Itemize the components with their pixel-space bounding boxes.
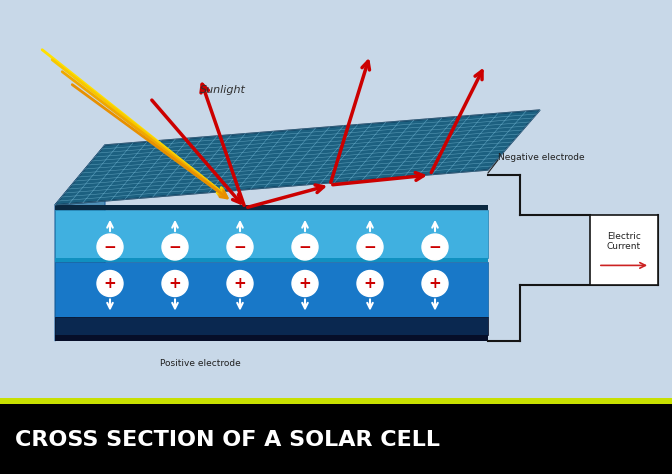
Bar: [55, 258, 488, 262]
Text: Negative electrode: Negative electrode: [498, 154, 585, 163]
Text: +: +: [429, 276, 442, 291]
Text: −: −: [298, 239, 311, 255]
Circle shape: [162, 271, 188, 297]
Bar: [55, 210, 488, 258]
Bar: [0, 404, 672, 474]
Bar: [55, 317, 488, 335]
Text: Sunlight: Sunlight: [200, 85, 246, 95]
Circle shape: [357, 234, 383, 260]
Text: −: −: [103, 239, 116, 255]
Circle shape: [227, 234, 253, 260]
Text: +: +: [169, 276, 181, 291]
Circle shape: [422, 271, 448, 297]
Text: −: −: [364, 239, 376, 255]
Text: CROSS SECTION OF A SOLAR CELL: CROSS SECTION OF A SOLAR CELL: [15, 430, 440, 450]
Polygon shape: [55, 110, 540, 205]
Text: −: −: [429, 239, 442, 255]
Text: +: +: [103, 276, 116, 291]
Bar: [55, 205, 488, 210]
Circle shape: [162, 234, 188, 260]
Text: +: +: [298, 276, 311, 291]
Circle shape: [292, 271, 318, 297]
Text: Electric
Current: Electric Current: [607, 232, 641, 251]
Text: −: −: [169, 239, 181, 255]
Circle shape: [422, 234, 448, 260]
Circle shape: [292, 234, 318, 260]
Text: −: −: [234, 239, 247, 255]
Circle shape: [97, 271, 123, 297]
Polygon shape: [55, 145, 105, 341]
Text: Positive electrode: Positive electrode: [160, 358, 241, 367]
Bar: [55, 262, 488, 317]
Text: +: +: [234, 276, 247, 291]
Circle shape: [97, 234, 123, 260]
Bar: [0, 398, 672, 404]
Bar: [55, 335, 488, 341]
Circle shape: [357, 271, 383, 297]
Text: +: +: [364, 276, 376, 291]
Circle shape: [227, 271, 253, 297]
Bar: [590, 215, 658, 285]
